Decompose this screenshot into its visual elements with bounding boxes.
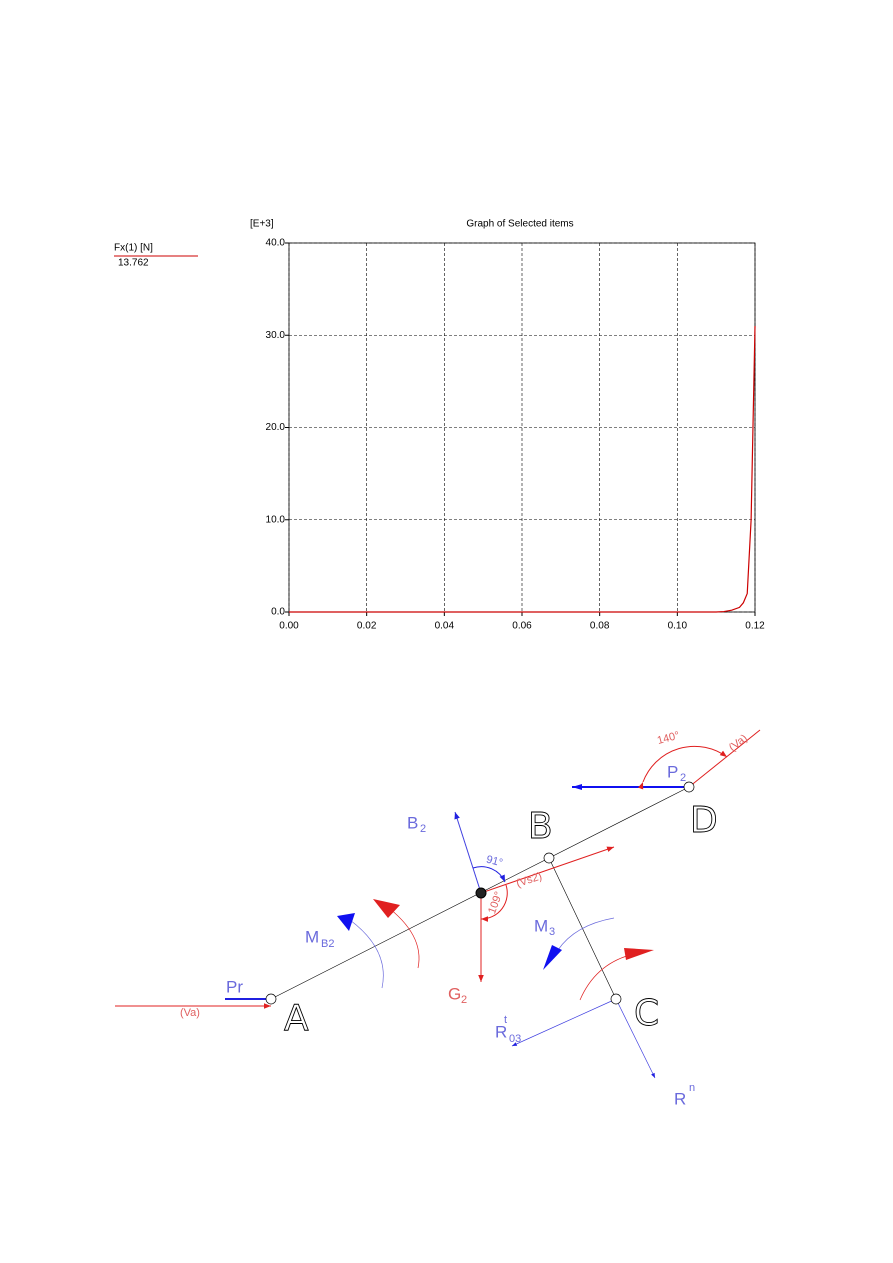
velocity-label: (Va) (180, 1007, 200, 1019)
moment-sub: B2 (321, 938, 334, 950)
moment-label: M (534, 916, 548, 935)
x-tick-label: 0.04 (435, 621, 455, 632)
moment-arrow-red (373, 899, 400, 918)
x-tick-label: 0.08 (590, 621, 610, 632)
joint-b (543, 852, 555, 864)
x-tick-label: 0.02 (357, 621, 377, 632)
y-tick-label: 30.0 (266, 330, 286, 341)
moment-label: M (305, 927, 319, 946)
velocity-d (688, 729, 761, 788)
joint-c (610, 993, 622, 1005)
angle-b (472, 866, 506, 883)
force-label: G (448, 984, 461, 1003)
angle-label: 109° (486, 890, 505, 915)
mechanism (115, 729, 761, 1079)
angle-label: 91° (485, 854, 504, 870)
angle-label: 140° (656, 730, 681, 747)
x-tick-label: 0.00 (279, 621, 299, 632)
joint-d (683, 781, 695, 793)
legend-label: Fx(1) [N] (114, 243, 153, 254)
moment3-arrow-blue (543, 945, 562, 970)
moment-arc-blue (349, 919, 384, 989)
force-sub: 03 (509, 1033, 521, 1045)
force-sup: n (689, 1082, 695, 1094)
angle-d (637, 745, 728, 790)
moment-sub: 3 (549, 926, 555, 938)
x-tick-label: 0.12 (745, 621, 765, 632)
plot: 0.0 10.0 20.0 30.0 40.0 0.00 0.02 0.04 0.06 0.08 0… (266, 238, 766, 632)
force-label: Pr (226, 977, 243, 996)
point-label: A (284, 998, 309, 1039)
force-label: P (667, 762, 678, 781)
force-rn (615, 998, 656, 1079)
y-tick-label: 40.0 (266, 238, 286, 249)
angle-g (480, 884, 508, 922)
force-label: R (674, 1089, 686, 1108)
chart-title: Graph of Selected items (466, 219, 573, 230)
moment3-arrow-red (624, 948, 654, 960)
y-scale-label: [E+3] (250, 219, 274, 230)
y-tick-label: 10.0 (266, 514, 286, 525)
moment-arrow-blue (337, 913, 355, 931)
y-tick-label: 20.0 (266, 422, 286, 433)
force-rt (511, 998, 617, 1047)
force-sub: 2 (680, 772, 686, 784)
y-tick-label: 0.0 (271, 607, 285, 618)
x-tick-label: 0.06 (512, 621, 532, 632)
point-label: D (690, 800, 718, 841)
force-b2 (454, 811, 482, 894)
force-sub: 2 (420, 823, 426, 835)
force-label: B (407, 813, 418, 832)
force-sup: t (504, 1014, 507, 1026)
moment3-arc-red (579, 954, 631, 1001)
center-s2 (475, 887, 487, 899)
force-label: R (495, 1022, 507, 1041)
velocity-s2 (480, 846, 615, 894)
force-sub: 2 (461, 994, 467, 1006)
velocity-label: (Va) (727, 732, 750, 754)
series-line (289, 326, 756, 613)
joint-a (265, 993, 277, 1005)
x-tick-label: 0.10 (668, 621, 688, 632)
moment3-arc-blue (557, 917, 615, 951)
legend-readout: 13.762 (118, 258, 149, 269)
point-label: C (634, 993, 659, 1034)
point-label: B (528, 806, 553, 847)
